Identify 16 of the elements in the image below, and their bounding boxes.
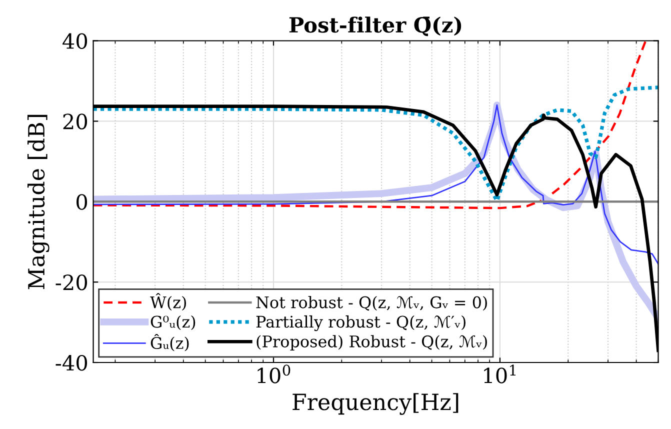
y-axis-title: Magnitude [dB] bbox=[27, 114, 50, 290]
y-tick-label: 20 bbox=[63, 114, 88, 130]
legend-label: Partially robust - Q(z, ℳ′ᵥ) bbox=[256, 315, 466, 332]
y-tick-label: 40 bbox=[62, 33, 88, 49]
x-tick-label: 10$^{0}$ bbox=[258, 364, 290, 384]
legend-label: Ĝᵤ(z) bbox=[150, 334, 189, 352]
legend-label: (Proposed) Robust - Q(z, ℳᵥ) bbox=[256, 335, 487, 351]
y-tick-label: -40 bbox=[56, 354, 88, 371]
legend-label: Not robust - Q(z, ℳᵥ, Gᵥ = 0) bbox=[256, 296, 487, 311]
legend-label: Ŵ(z) bbox=[150, 293, 186, 311]
x-axis-title: Frequency[Hz] bbox=[292, 393, 458, 415]
y-tick-label: -20 bbox=[56, 274, 88, 290]
chart-title: Post-filter Q̄(z) bbox=[289, 16, 462, 36]
y-tick-label: 0 bbox=[76, 194, 88, 210]
x-tick-label: 10$^{1}$ bbox=[484, 364, 516, 384]
legend-label: G⁰ᵤ(z) bbox=[150, 315, 196, 330]
